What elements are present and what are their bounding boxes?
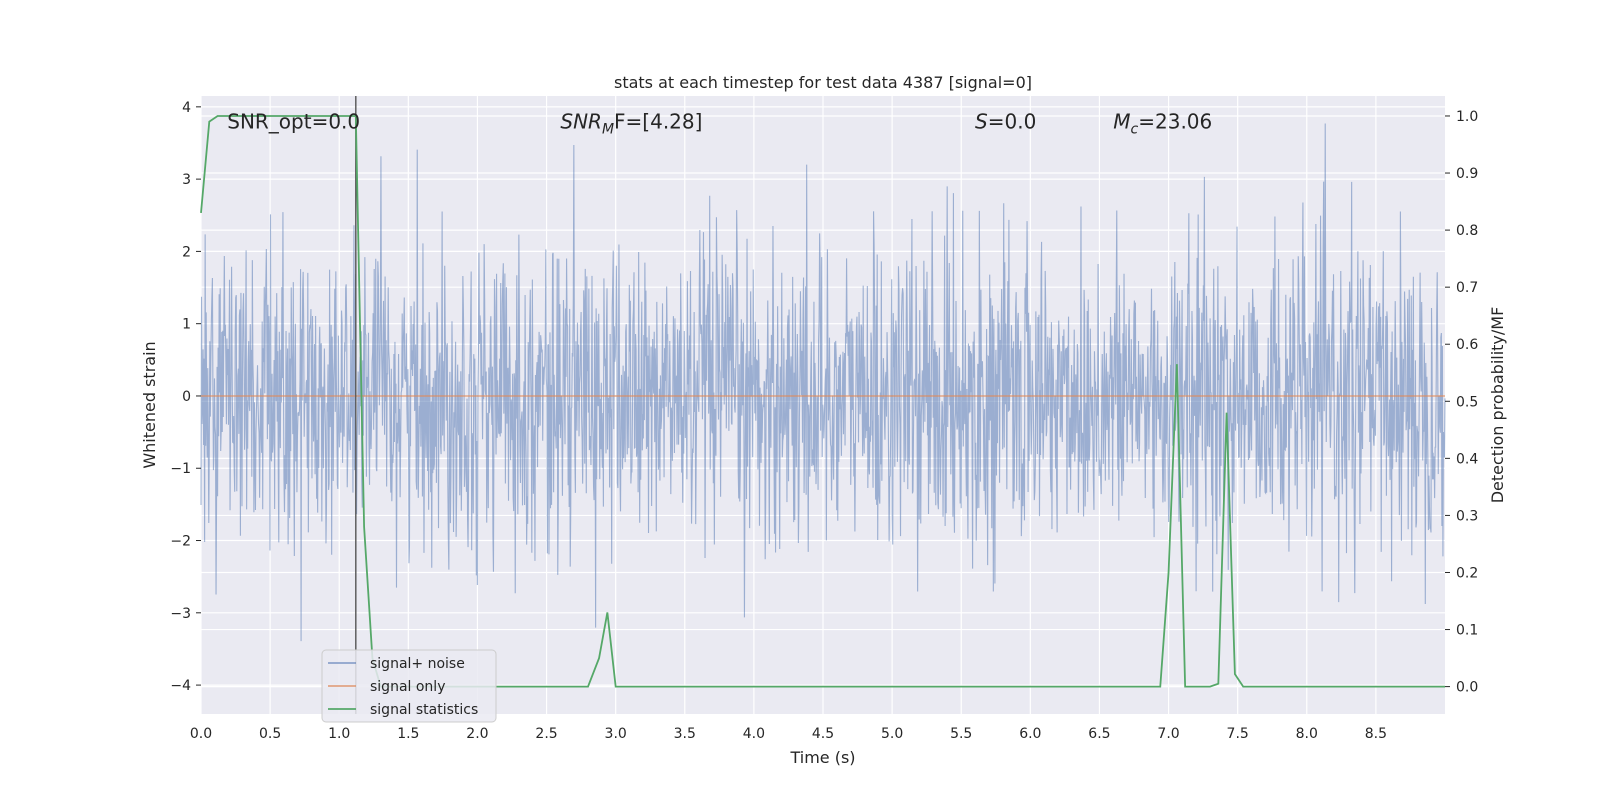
x-tick-label: 5.0 xyxy=(881,726,903,742)
y-tick-label: 2 xyxy=(182,244,191,260)
legend-box xyxy=(321,649,497,723)
x-axis-label: Time (s) xyxy=(789,748,855,767)
annotation-text: Mc=23.06 xyxy=(1113,109,1212,137)
line-series xyxy=(200,96,1445,714)
y-tick-label: 1 xyxy=(182,317,191,333)
y2-tick-label: 0.6 xyxy=(1456,337,1478,353)
y-axis-ticks: 4 3 2 1 0 −1 −2 −3 −4 xyxy=(170,100,201,694)
annotation-subscript: M xyxy=(602,121,614,137)
noise-series xyxy=(200,123,1446,642)
x-tick-label: 0.5 xyxy=(259,726,281,742)
y2-tick-label: 0.2 xyxy=(1456,565,1478,581)
y2-tick-label: 0.4 xyxy=(1456,451,1478,467)
series-signal-noise xyxy=(200,123,1446,642)
series-signal-statistics xyxy=(200,115,1445,688)
annotation-subscript: c xyxy=(1131,121,1139,137)
y2-tick-label: 0.5 xyxy=(1456,394,1478,410)
y2-tick-label: 0.1 xyxy=(1456,623,1478,639)
legend: signal+ noise signal only signal statistic… xyxy=(321,649,497,723)
x-tick-label: 4.5 xyxy=(812,726,834,742)
x-tick-label: 7.5 xyxy=(1227,726,1249,742)
x-tick-label: 2.5 xyxy=(535,726,557,742)
legend-label: signal only xyxy=(370,679,445,695)
y2-axis-label: Detection probability/MF xyxy=(1488,307,1507,504)
y2-tick-label: 0.3 xyxy=(1456,508,1478,524)
chart-title: stats at each timestep for test data 438… xyxy=(614,73,1032,92)
annotation-text: S=0.0 xyxy=(975,109,1036,133)
x-tick-label: 5.5 xyxy=(950,726,972,742)
annotation-symbol: M xyxy=(1113,109,1130,133)
x-tick-label: 1.0 xyxy=(328,726,350,742)
x-tick-label: 6.0 xyxy=(1019,726,1041,742)
y2-tick-label: 0.0 xyxy=(1456,680,1478,696)
y-tick-label: −2 xyxy=(170,534,191,550)
x-tick-label: 6.5 xyxy=(1088,726,1110,742)
annotation-text: SNRMF=[4.28] xyxy=(560,109,702,137)
y-tick-label: −3 xyxy=(170,606,191,622)
annotations: SNR_opt=0.0 SNRMF=[4.28] S=0.0 Mc=23.06 xyxy=(227,109,1212,137)
x-tick-label: 8.0 xyxy=(1296,726,1318,742)
y-tick-label: −1 xyxy=(170,461,191,477)
legend-label: signal+ noise xyxy=(370,656,465,672)
annotation-symbol: S xyxy=(975,109,988,133)
y-tick-label: 0 xyxy=(182,389,191,405)
legend-label: signal statistics xyxy=(370,702,478,718)
x-tick-label: 3.0 xyxy=(605,726,627,742)
y2-tick-label: 1.0 xyxy=(1456,109,1478,125)
y-tick-label: 3 xyxy=(182,172,191,188)
x-tick-label: 1.5 xyxy=(397,726,419,742)
x-tick-label: 2.0 xyxy=(466,726,488,742)
y2-tick-label: 0.9 xyxy=(1456,166,1478,182)
y-axis-label: Whitened strain xyxy=(140,341,159,468)
y-tick-label: −4 xyxy=(170,678,191,694)
x-tick-label: 3.5 xyxy=(674,726,696,742)
x-axis-ticks: 0.0 0.5 1.0 1.5 2.0 2.5 3.0 3.5 4.0 4.5 5.0 5.5 6.0 6… xyxy=(190,726,1387,742)
y2-tick-label: 0.7 xyxy=(1456,280,1478,296)
annotation-value: =0.0 xyxy=(988,109,1037,133)
annotation-text: SNR_opt=0.0 xyxy=(227,109,360,133)
annotation-value: F=[4.28] xyxy=(614,109,702,133)
annotation-symbol: SNR xyxy=(560,109,602,133)
annotation-value: =23.06 xyxy=(1138,109,1212,133)
x-tick-label: 8.5 xyxy=(1365,726,1387,742)
y-tick-label: 4 xyxy=(182,100,191,116)
x-tick-label: 7.0 xyxy=(1157,726,1179,742)
x-tick-label: 4.0 xyxy=(743,726,765,742)
x-tick-label: 0.0 xyxy=(190,726,212,742)
y2-axis-ticks: 1.0 0.9 0.8 0.7 0.6 0.5 0.4 0.3 0.2 0.1 0.0 xyxy=(1445,109,1478,696)
y2-tick-label: 0.8 xyxy=(1456,223,1478,239)
